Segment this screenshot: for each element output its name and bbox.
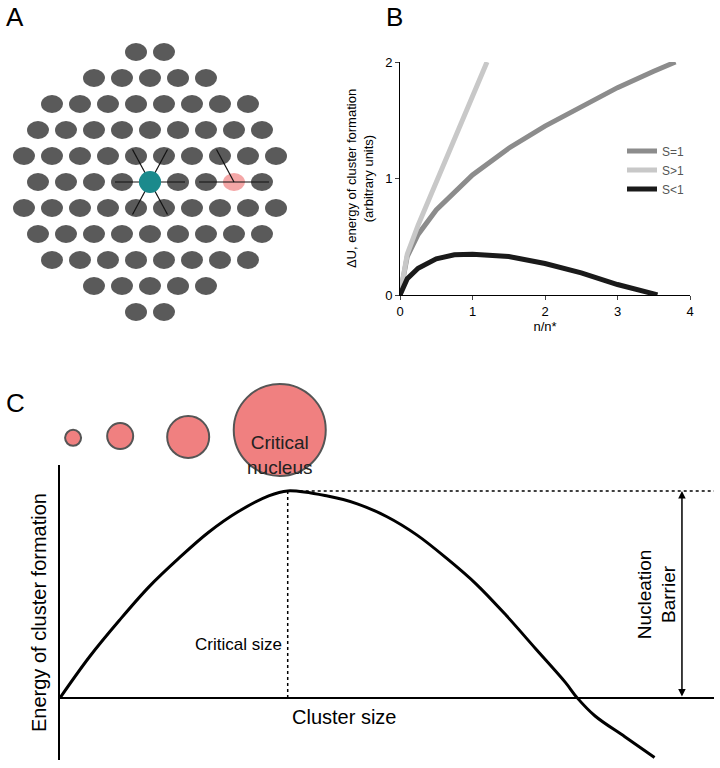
svg-text:S=1: S=1	[662, 145, 684, 159]
svg-text:Critical size: Critical size	[195, 635, 282, 654]
html-text:C: C	[6, 388, 25, 418]
svg-text:1: 1	[385, 171, 392, 186]
svg-text:Cluster size: Cluster size	[292, 706, 396, 728]
svg-text:Energy of cluster formation: Energy of cluster formation	[28, 493, 50, 732]
svg-text:0: 0	[385, 288, 392, 303]
svg-text:S<1: S<1	[662, 183, 684, 197]
svg-text:2: 2	[541, 304, 548, 319]
svg-text:NucleationBarrier: NucleationBarrier	[634, 550, 680, 640]
svg-text:S>1: S>1	[662, 164, 684, 178]
svg-text:4: 4	[686, 304, 693, 319]
svg-text:2: 2	[385, 55, 392, 70]
svg-text:1: 1	[469, 304, 476, 319]
html-text:B: B	[386, 2, 404, 32]
svg-text:n/n*: n/n*	[533, 319, 556, 334]
svg-text:3: 3	[614, 304, 621, 319]
svg-text:ΔU, energy of cluster formatio: ΔU, energy of cluster formation(arbitrar…	[344, 89, 376, 268]
svg-text:0: 0	[396, 304, 403, 319]
svg-text:Criticalnucleus: Criticalnucleus	[247, 432, 313, 478]
html-text:A: A	[6, 2, 24, 32]
